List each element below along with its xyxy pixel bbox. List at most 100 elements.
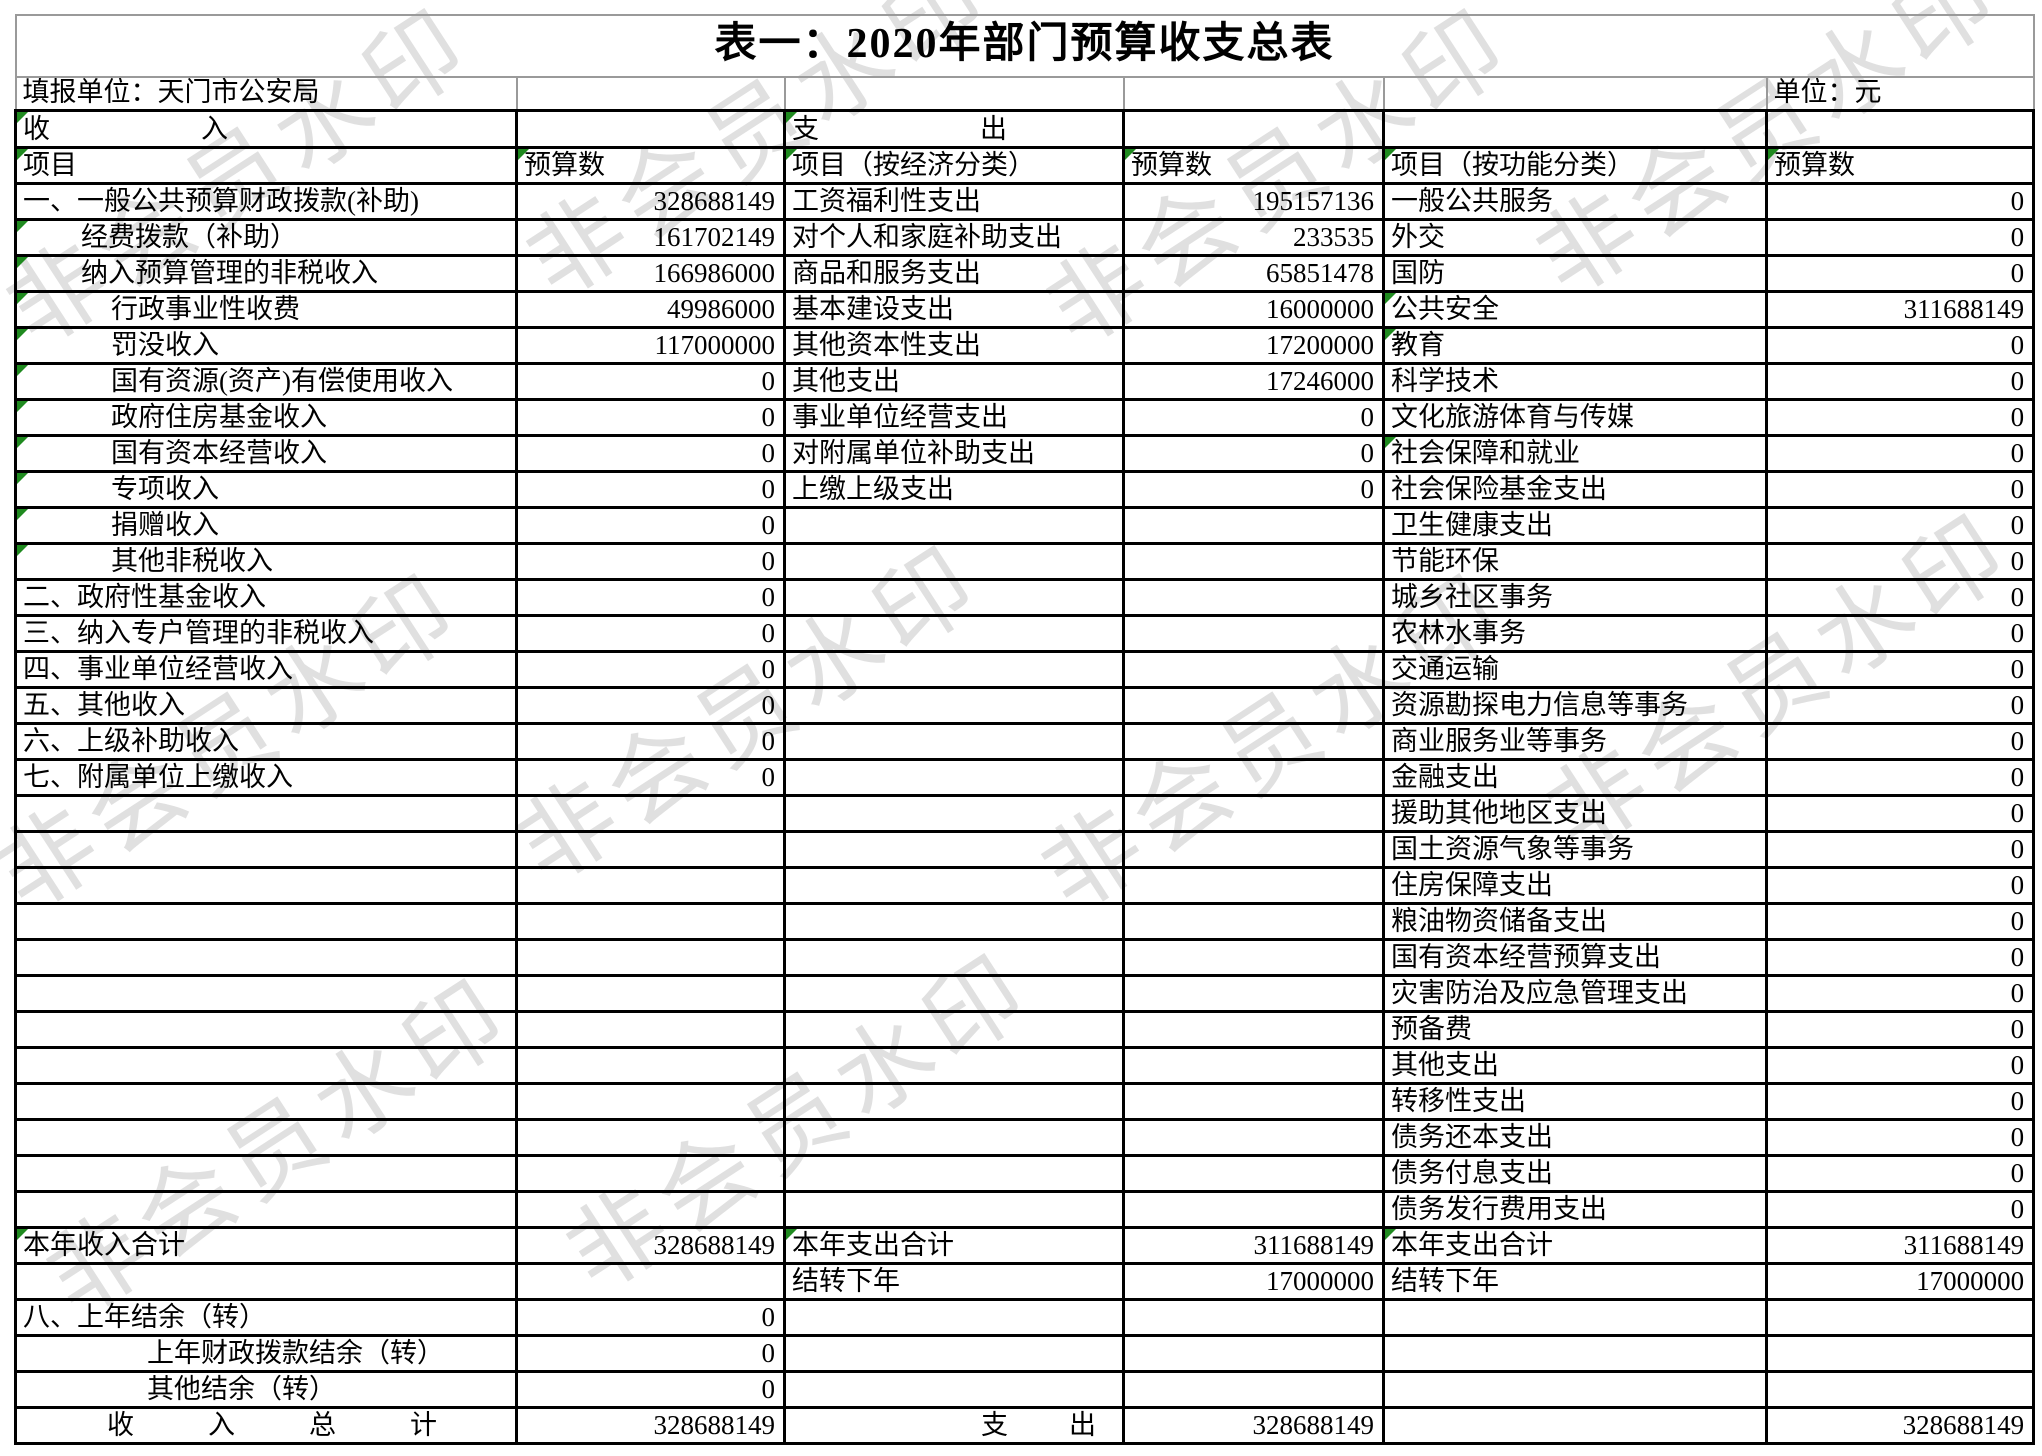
col-header-functional-item[interactable]: 项目（按功能分类） xyxy=(1382,146,1768,186)
cell-r25-c3[interactable] xyxy=(783,1046,1125,1086)
cell-r8-c1[interactable]: 国有资本经营收入 xyxy=(14,434,518,474)
cell-r9-c2[interactable]: 0 xyxy=(515,470,786,510)
cell-r10-c1[interactable]: 捐赠收入 xyxy=(14,506,518,546)
col-header-income-item[interactable]: 项目 xyxy=(14,146,518,186)
cell-r13-c3[interactable] xyxy=(783,614,1125,654)
cell-r16-c2[interactable]: 0 xyxy=(515,722,786,762)
cell-r31-c3[interactable]: 结转下年 xyxy=(783,1262,1125,1302)
cell-r35-c5[interactable] xyxy=(1382,1406,1768,1446)
cell-r21-c3[interactable] xyxy=(783,902,1125,942)
cell-r21-c6[interactable]: 0 xyxy=(1764,902,2036,942)
cell-r29-c6[interactable]: 0 xyxy=(1764,1190,2036,1230)
cell-r8-c5[interactable]: 社会保障和就业 xyxy=(1382,434,1768,474)
cell-r35-c1[interactable]: 收入总计 xyxy=(14,1406,518,1446)
cell-r12-c2[interactable]: 0 xyxy=(515,578,786,618)
cell-r15-c4[interactable] xyxy=(1122,686,1385,726)
cell-r14-c4[interactable] xyxy=(1122,650,1385,690)
cell-r16-c6[interactable]: 0 xyxy=(1764,722,2036,762)
cell-r12-c6[interactable]: 0 xyxy=(1764,578,2036,618)
cell-r19-c3[interactable] xyxy=(783,830,1125,870)
cell-r31-c2[interactable] xyxy=(515,1262,786,1302)
cell-r4-c5[interactable]: 公共安全 xyxy=(1382,290,1768,330)
cell-r20-c5[interactable]: 住房保障支出 xyxy=(1382,866,1768,906)
cell-r28-c6[interactable]: 0 xyxy=(1764,1154,2036,1194)
cell-r9-c3[interactable]: 上缴上级支出 xyxy=(783,470,1125,510)
cell-r15-c6[interactable]: 0 xyxy=(1764,686,2036,726)
cell-r26-c4[interactable] xyxy=(1122,1082,1385,1122)
cell-r32-c6[interactable] xyxy=(1764,1298,2036,1338)
cell-r17-c4[interactable] xyxy=(1122,758,1385,798)
cell-r27-c2[interactable] xyxy=(515,1118,786,1158)
cell-r3-c6[interactable]: 0 xyxy=(1764,254,2036,294)
cell-r22-c4[interactable] xyxy=(1122,938,1385,978)
cell-r19-c1[interactable] xyxy=(14,830,518,870)
cell-r10-c2[interactable]: 0 xyxy=(515,506,786,546)
cell-r24-c1[interactable] xyxy=(14,1010,518,1050)
cell-r12-c5[interactable]: 城乡社区事务 xyxy=(1382,578,1768,618)
section-cell-empty[interactable] xyxy=(1122,109,1385,150)
cell-r16-c1[interactable]: 六、上级补助收入 xyxy=(14,722,518,762)
cell-r21-c1[interactable] xyxy=(14,902,518,942)
cell-r22-c3[interactable] xyxy=(783,938,1125,978)
cell-r18-c6[interactable]: 0 xyxy=(1764,794,2036,834)
cell-r29-c1[interactable] xyxy=(14,1190,518,1230)
cell-r27-c6[interactable]: 0 xyxy=(1764,1118,2036,1158)
col-header-functional-budget[interactable]: 预算数 xyxy=(1764,146,2036,186)
cell-r26-c6[interactable]: 0 xyxy=(1764,1082,2036,1122)
cell-r9-c4[interactable]: 0 xyxy=(1122,470,1385,510)
cell-r27-c5[interactable]: 债务还本支出 xyxy=(1382,1118,1768,1158)
cell-r13-c4[interactable] xyxy=(1122,614,1385,654)
cell-r15-c1[interactable]: 五、其他收入 xyxy=(14,686,518,726)
cell-r34-c4[interactable] xyxy=(1122,1370,1385,1410)
cell-r29-c5[interactable]: 债务发行费用支出 xyxy=(1382,1190,1768,1230)
cell-r31-c5[interactable]: 结转下年 xyxy=(1382,1262,1768,1302)
cell-r11-c3[interactable] xyxy=(783,542,1125,582)
cell-r31-c6[interactable]: 17000000 xyxy=(1764,1262,2036,1302)
cell-r9-c6[interactable]: 0 xyxy=(1764,470,2036,510)
cell-r21-c4[interactable] xyxy=(1122,902,1385,942)
cell-r35-c2[interactable]: 328688149 xyxy=(515,1406,786,1446)
cell-r22-c2[interactable] xyxy=(515,938,786,978)
col-header-economic-item[interactable]: 项目（按经济分类） xyxy=(783,146,1125,186)
cell-r24-c3[interactable] xyxy=(783,1010,1125,1050)
cell-r34-c1[interactable]: 其他结余（转） xyxy=(14,1370,518,1410)
cell-r11-c1[interactable]: 其他非税收入 xyxy=(14,542,518,582)
cell-r8-c3[interactable]: 对附属单位补助支出 xyxy=(783,434,1125,474)
cell-r7-c6[interactable]: 0 xyxy=(1764,398,2036,438)
cell-r17-c6[interactable]: 0 xyxy=(1764,758,2036,798)
cell-r33-c4[interactable] xyxy=(1122,1334,1385,1374)
cell-r34-c5[interactable] xyxy=(1382,1370,1768,1410)
cell-r19-c5[interactable]: 国土资源气象等事务 xyxy=(1382,830,1768,870)
cell-r25-c4[interactable] xyxy=(1122,1046,1385,1086)
cell-r3-c3[interactable]: 商品和服务支出 xyxy=(783,254,1125,294)
cell-r23-c3[interactable] xyxy=(783,974,1125,1014)
cell-r22-c6[interactable]: 0 xyxy=(1764,938,2036,978)
cell-r7-c1[interactable]: 政府住房基金收入 xyxy=(14,398,518,438)
cell-r17-c5[interactable]: 金融支出 xyxy=(1382,758,1768,798)
cell-r17-c1[interactable]: 七、附属单位上缴收入 xyxy=(14,758,518,798)
cell-r33-c6[interactable] xyxy=(1764,1334,2036,1374)
cell-r6-c1[interactable]: 国有资源(资产)有偿使用收入 xyxy=(14,362,518,402)
cell-r18-c3[interactable] xyxy=(783,794,1125,834)
cell-r25-c5[interactable]: 其他支出 xyxy=(1382,1046,1768,1086)
cell-r29-c3[interactable] xyxy=(783,1190,1125,1230)
cell-r9-c1[interactable]: 专项收入 xyxy=(14,470,518,510)
section-cell-empty[interactable] xyxy=(515,109,786,150)
cell-r11-c5[interactable]: 节能环保 xyxy=(1382,542,1768,582)
cell-r11-c6[interactable]: 0 xyxy=(1764,542,2036,582)
cell-r23-c1[interactable] xyxy=(14,974,518,1014)
cell-r30-c5[interactable]: 本年支出合计 xyxy=(1382,1226,1768,1266)
cell-r2-c3[interactable]: 对个人和家庭补助支出 xyxy=(783,218,1125,258)
cell-r23-c4[interactable] xyxy=(1122,974,1385,1014)
cell-r19-c4[interactable] xyxy=(1122,830,1385,870)
cell-r4-c4[interactable]: 16000000 xyxy=(1122,290,1385,330)
cell-r24-c5[interactable]: 预备费 xyxy=(1382,1010,1768,1050)
cell-r5-c2[interactable]: 117000000 xyxy=(515,326,786,366)
cell-r28-c2[interactable] xyxy=(515,1154,786,1194)
cell-r9-c5[interactable]: 社会保险基金支出 xyxy=(1382,470,1768,510)
cell-r7-c4[interactable]: 0 xyxy=(1122,398,1385,438)
cell-r8-c4[interactable]: 0 xyxy=(1122,434,1385,474)
cell-r10-c3[interactable] xyxy=(783,506,1125,546)
cell-r20-c1[interactable] xyxy=(14,866,518,906)
cell-r11-c4[interactable] xyxy=(1122,542,1385,582)
